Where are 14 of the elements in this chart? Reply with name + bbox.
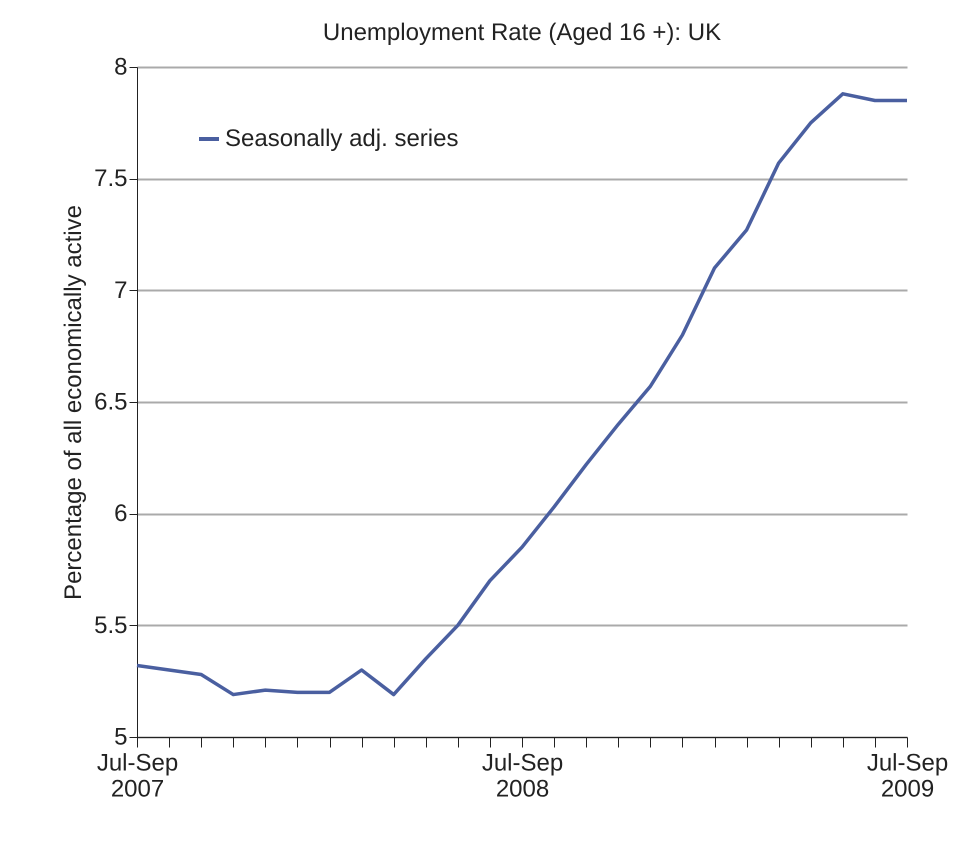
y-tick-label: 5	[114, 724, 128, 750]
y-tick-label: 5.5	[94, 612, 128, 639]
y-tick-label: 8	[114, 54, 128, 80]
legend-label: Seasonally adj. series	[225, 125, 458, 152]
y-tick-label: 7	[114, 276, 128, 304]
y-axis-title: Percentage of all economically active	[60, 205, 88, 600]
chart-title: Unemployment Rate (Aged 16 +): UK	[322, 19, 722, 46]
y-tick-label: 7.5	[94, 165, 128, 192]
y-tick-label: 6	[114, 500, 128, 528]
y-tick-label: 6.5	[94, 388, 128, 416]
line-series	[135, 92, 909, 696]
x-tick-label: Jul-Sep 2008	[482, 750, 564, 802]
x-tick-label: Jul-Sep 2007	[96, 750, 178, 802]
x-tick-label: Jul-Sep 2009	[866, 750, 948, 802]
